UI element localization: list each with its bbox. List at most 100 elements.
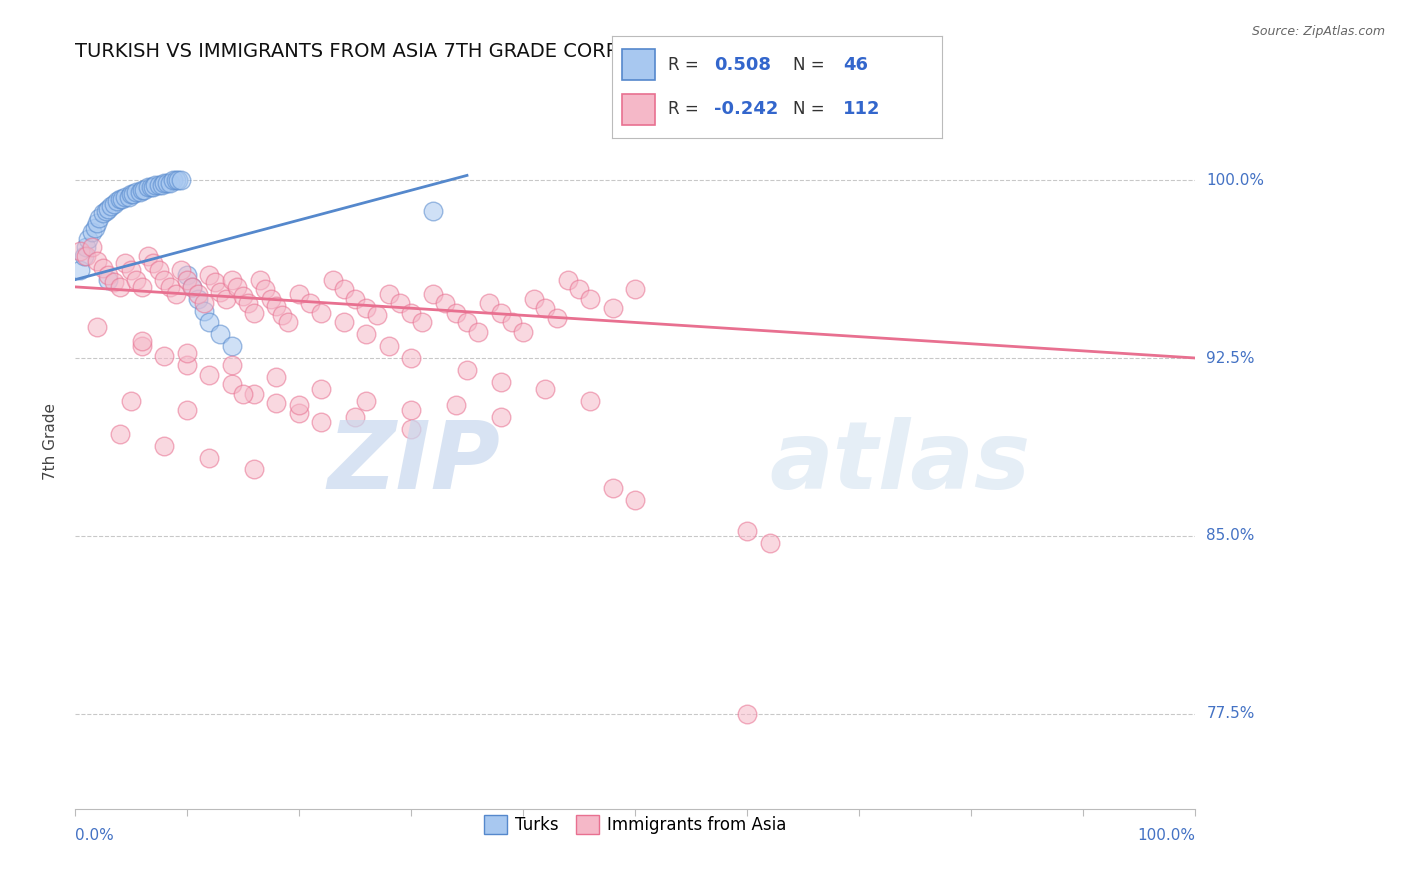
Point — [624, 282, 647, 296]
Point — [354, 301, 377, 316]
Point — [159, 176, 181, 190]
Text: R =: R = — [668, 55, 704, 74]
Point — [321, 273, 343, 287]
Point — [277, 315, 299, 329]
Point — [266, 396, 288, 410]
Point — [117, 190, 139, 204]
Point — [114, 256, 136, 270]
Point — [167, 173, 190, 187]
Point — [131, 334, 153, 349]
Point — [523, 292, 546, 306]
Point — [243, 462, 266, 476]
Point — [100, 199, 122, 213]
Point — [103, 197, 125, 211]
Point — [232, 386, 254, 401]
Point — [176, 358, 198, 372]
Point — [456, 363, 478, 377]
Point — [735, 524, 758, 538]
Text: 46: 46 — [844, 55, 868, 74]
Point — [433, 296, 456, 310]
Text: R =: R = — [668, 100, 704, 119]
Point — [153, 273, 176, 287]
Point — [299, 296, 322, 310]
Point — [148, 178, 170, 192]
Point — [271, 308, 294, 322]
Point — [254, 282, 277, 296]
Point — [73, 249, 96, 263]
Point — [311, 382, 333, 396]
Point — [568, 282, 591, 296]
Point — [75, 239, 97, 253]
FancyBboxPatch shape — [621, 94, 655, 125]
Point — [489, 375, 512, 389]
Point — [444, 306, 467, 320]
Point — [91, 260, 114, 275]
Point — [69, 263, 91, 277]
Point — [86, 320, 108, 334]
Point — [176, 346, 198, 360]
Point — [77, 232, 100, 246]
Point — [332, 315, 354, 329]
Point — [467, 325, 489, 339]
Point — [232, 289, 254, 303]
Point — [478, 296, 501, 310]
Point — [105, 194, 128, 209]
Point — [142, 180, 165, 194]
Point — [108, 192, 131, 206]
Point — [377, 339, 399, 353]
Point — [221, 339, 243, 353]
Point — [534, 382, 557, 396]
Point — [193, 303, 215, 318]
Text: 112: 112 — [844, 100, 880, 119]
Point — [103, 275, 125, 289]
Point — [422, 204, 444, 219]
Point — [377, 287, 399, 301]
Point — [198, 315, 221, 329]
Point — [142, 256, 165, 270]
Text: Source: ZipAtlas.com: Source: ZipAtlas.com — [1251, 25, 1385, 38]
Point — [114, 190, 136, 204]
Point — [204, 275, 226, 289]
Point — [422, 287, 444, 301]
Point — [153, 349, 176, 363]
Point — [579, 393, 602, 408]
Point — [131, 280, 153, 294]
Point — [84, 220, 107, 235]
Point — [128, 185, 150, 199]
Text: -0.242: -0.242 — [714, 100, 779, 119]
Point — [226, 280, 249, 294]
Text: atlas: atlas — [769, 417, 1031, 509]
Point — [153, 176, 176, 190]
Point — [75, 249, 97, 263]
Point — [602, 301, 624, 316]
Point — [165, 173, 187, 187]
Point — [735, 706, 758, 721]
Point — [91, 206, 114, 220]
Point — [156, 176, 179, 190]
Point — [86, 216, 108, 230]
Point — [97, 268, 120, 282]
Point — [108, 426, 131, 441]
Point — [131, 339, 153, 353]
Point — [159, 280, 181, 294]
Point — [243, 386, 266, 401]
Point — [366, 308, 388, 322]
Point — [215, 292, 238, 306]
Text: TURKISH VS IMMIGRANTS FROM ASIA 7TH GRADE CORRELATION CHART: TURKISH VS IMMIGRANTS FROM ASIA 7TH GRAD… — [75, 42, 773, 61]
Point — [170, 173, 193, 187]
Text: 77.5%: 77.5% — [1206, 706, 1254, 722]
Point — [546, 310, 568, 325]
Point — [80, 225, 103, 239]
Text: 0.0%: 0.0% — [75, 828, 114, 843]
Point — [343, 292, 366, 306]
Point — [176, 403, 198, 417]
Point — [89, 211, 111, 225]
Point — [150, 178, 173, 192]
Point — [288, 287, 311, 301]
Point — [96, 204, 118, 219]
Point — [249, 273, 271, 287]
Point — [288, 399, 311, 413]
Point — [181, 280, 204, 294]
Point — [198, 368, 221, 382]
Point — [80, 239, 103, 253]
